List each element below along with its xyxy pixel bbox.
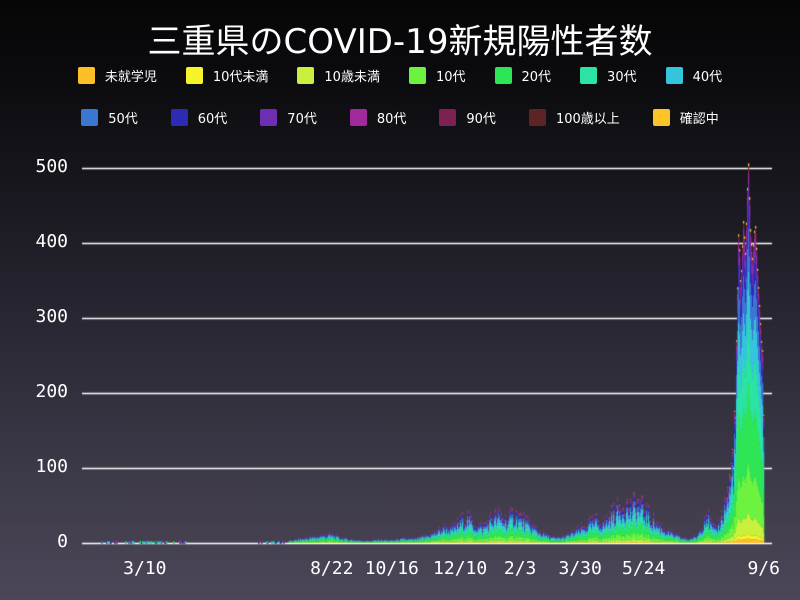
legend-item: 50代 bbox=[81, 108, 138, 127]
x-tick-label: 5/24 bbox=[621, 558, 666, 579]
legend-item: 10代 bbox=[408, 66, 466, 85]
legend-item: 40代 bbox=[665, 66, 723, 85]
y-tick-label: 200 bbox=[35, 381, 68, 402]
legend-item: 30代 bbox=[580, 66, 637, 85]
legend-swatch-icon bbox=[494, 67, 512, 84]
legend-swatch-icon bbox=[260, 109, 278, 126]
legend-label: 30代 bbox=[607, 70, 637, 85]
legend-item: 20代 bbox=[494, 66, 552, 85]
y-tick-label: 500 bbox=[35, 156, 68, 177]
y-tick-label: 400 bbox=[35, 231, 68, 252]
legend-label: 100歳以上 bbox=[555, 112, 620, 127]
legend-swatch-icon bbox=[408, 67, 426, 84]
x-tick-label: 10/16 bbox=[364, 558, 419, 579]
legend-item: 未就学児 bbox=[77, 66, 157, 85]
x-tick-label: 3/30 bbox=[558, 558, 602, 579]
legend-item: 90代 bbox=[439, 108, 496, 127]
legend-label: 80代 bbox=[376, 112, 407, 127]
legend-label: 40代 bbox=[692, 70, 723, 85]
legend-item: 70代 bbox=[260, 108, 317, 127]
x-tick-label: 9/6 bbox=[747, 558, 780, 579]
y-tick-label: 0 bbox=[57, 531, 68, 552]
legend-swatch-icon bbox=[297, 67, 315, 84]
legend-swatch-icon bbox=[665, 67, 683, 84]
x-tick-label: 8/22 bbox=[310, 558, 354, 579]
legend-label: 未就学児 bbox=[104, 70, 157, 85]
legend-label: 70代 bbox=[287, 112, 317, 127]
legend-label: 90代 bbox=[466, 112, 496, 127]
legend-label: 20代 bbox=[521, 70, 552, 85]
legend-item: 10代未満 bbox=[185, 66, 269, 85]
legend-item: 100歳以上 bbox=[528, 108, 620, 127]
y-tick-label: 100 bbox=[35, 456, 68, 477]
legend-label: 10代 bbox=[435, 70, 466, 85]
legend-swatch-icon bbox=[439, 109, 457, 126]
legend-row-1: 未就学児 10代未満 10歳未満 10代 20代 30代 40代 bbox=[0, 66, 800, 85]
legend-item: 60代 bbox=[170, 108, 228, 127]
x-tick-label: 12/10 bbox=[433, 558, 488, 579]
x-tick-label: 2/3 bbox=[503, 558, 537, 579]
legend-label: 10歳未満 bbox=[324, 70, 380, 85]
legend-row-2: 50代 60代 70代 80代 90代 100歳以上 確認中 bbox=[0, 108, 800, 127]
legend-label: 確認中 bbox=[679, 112, 719, 127]
legend-item: 確認中 bbox=[652, 108, 719, 127]
legend-swatch-icon bbox=[580, 67, 598, 84]
legend-swatch-icon bbox=[185, 67, 203, 84]
page-title: 三重県のCOVID-19新規陽性者数 bbox=[147, 22, 653, 62]
legend-swatch-icon bbox=[349, 109, 367, 126]
legend-item: 80代 bbox=[349, 108, 407, 127]
x-tick-label: 3/10 bbox=[123, 558, 167, 579]
legend-label: 50代 bbox=[108, 112, 138, 127]
y-tick-label: 300 bbox=[35, 306, 68, 327]
legend-label: 60代 bbox=[197, 112, 228, 127]
legend-swatch-icon bbox=[170, 109, 188, 126]
legend-label: 10代未満 bbox=[212, 70, 269, 85]
legend-swatch-icon bbox=[652, 109, 670, 126]
legend-item: 10歳未満 bbox=[297, 66, 380, 85]
legend-swatch-icon bbox=[81, 109, 99, 126]
legend-swatch-icon bbox=[528, 109, 546, 126]
legend-swatch-icon bbox=[77, 67, 95, 84]
